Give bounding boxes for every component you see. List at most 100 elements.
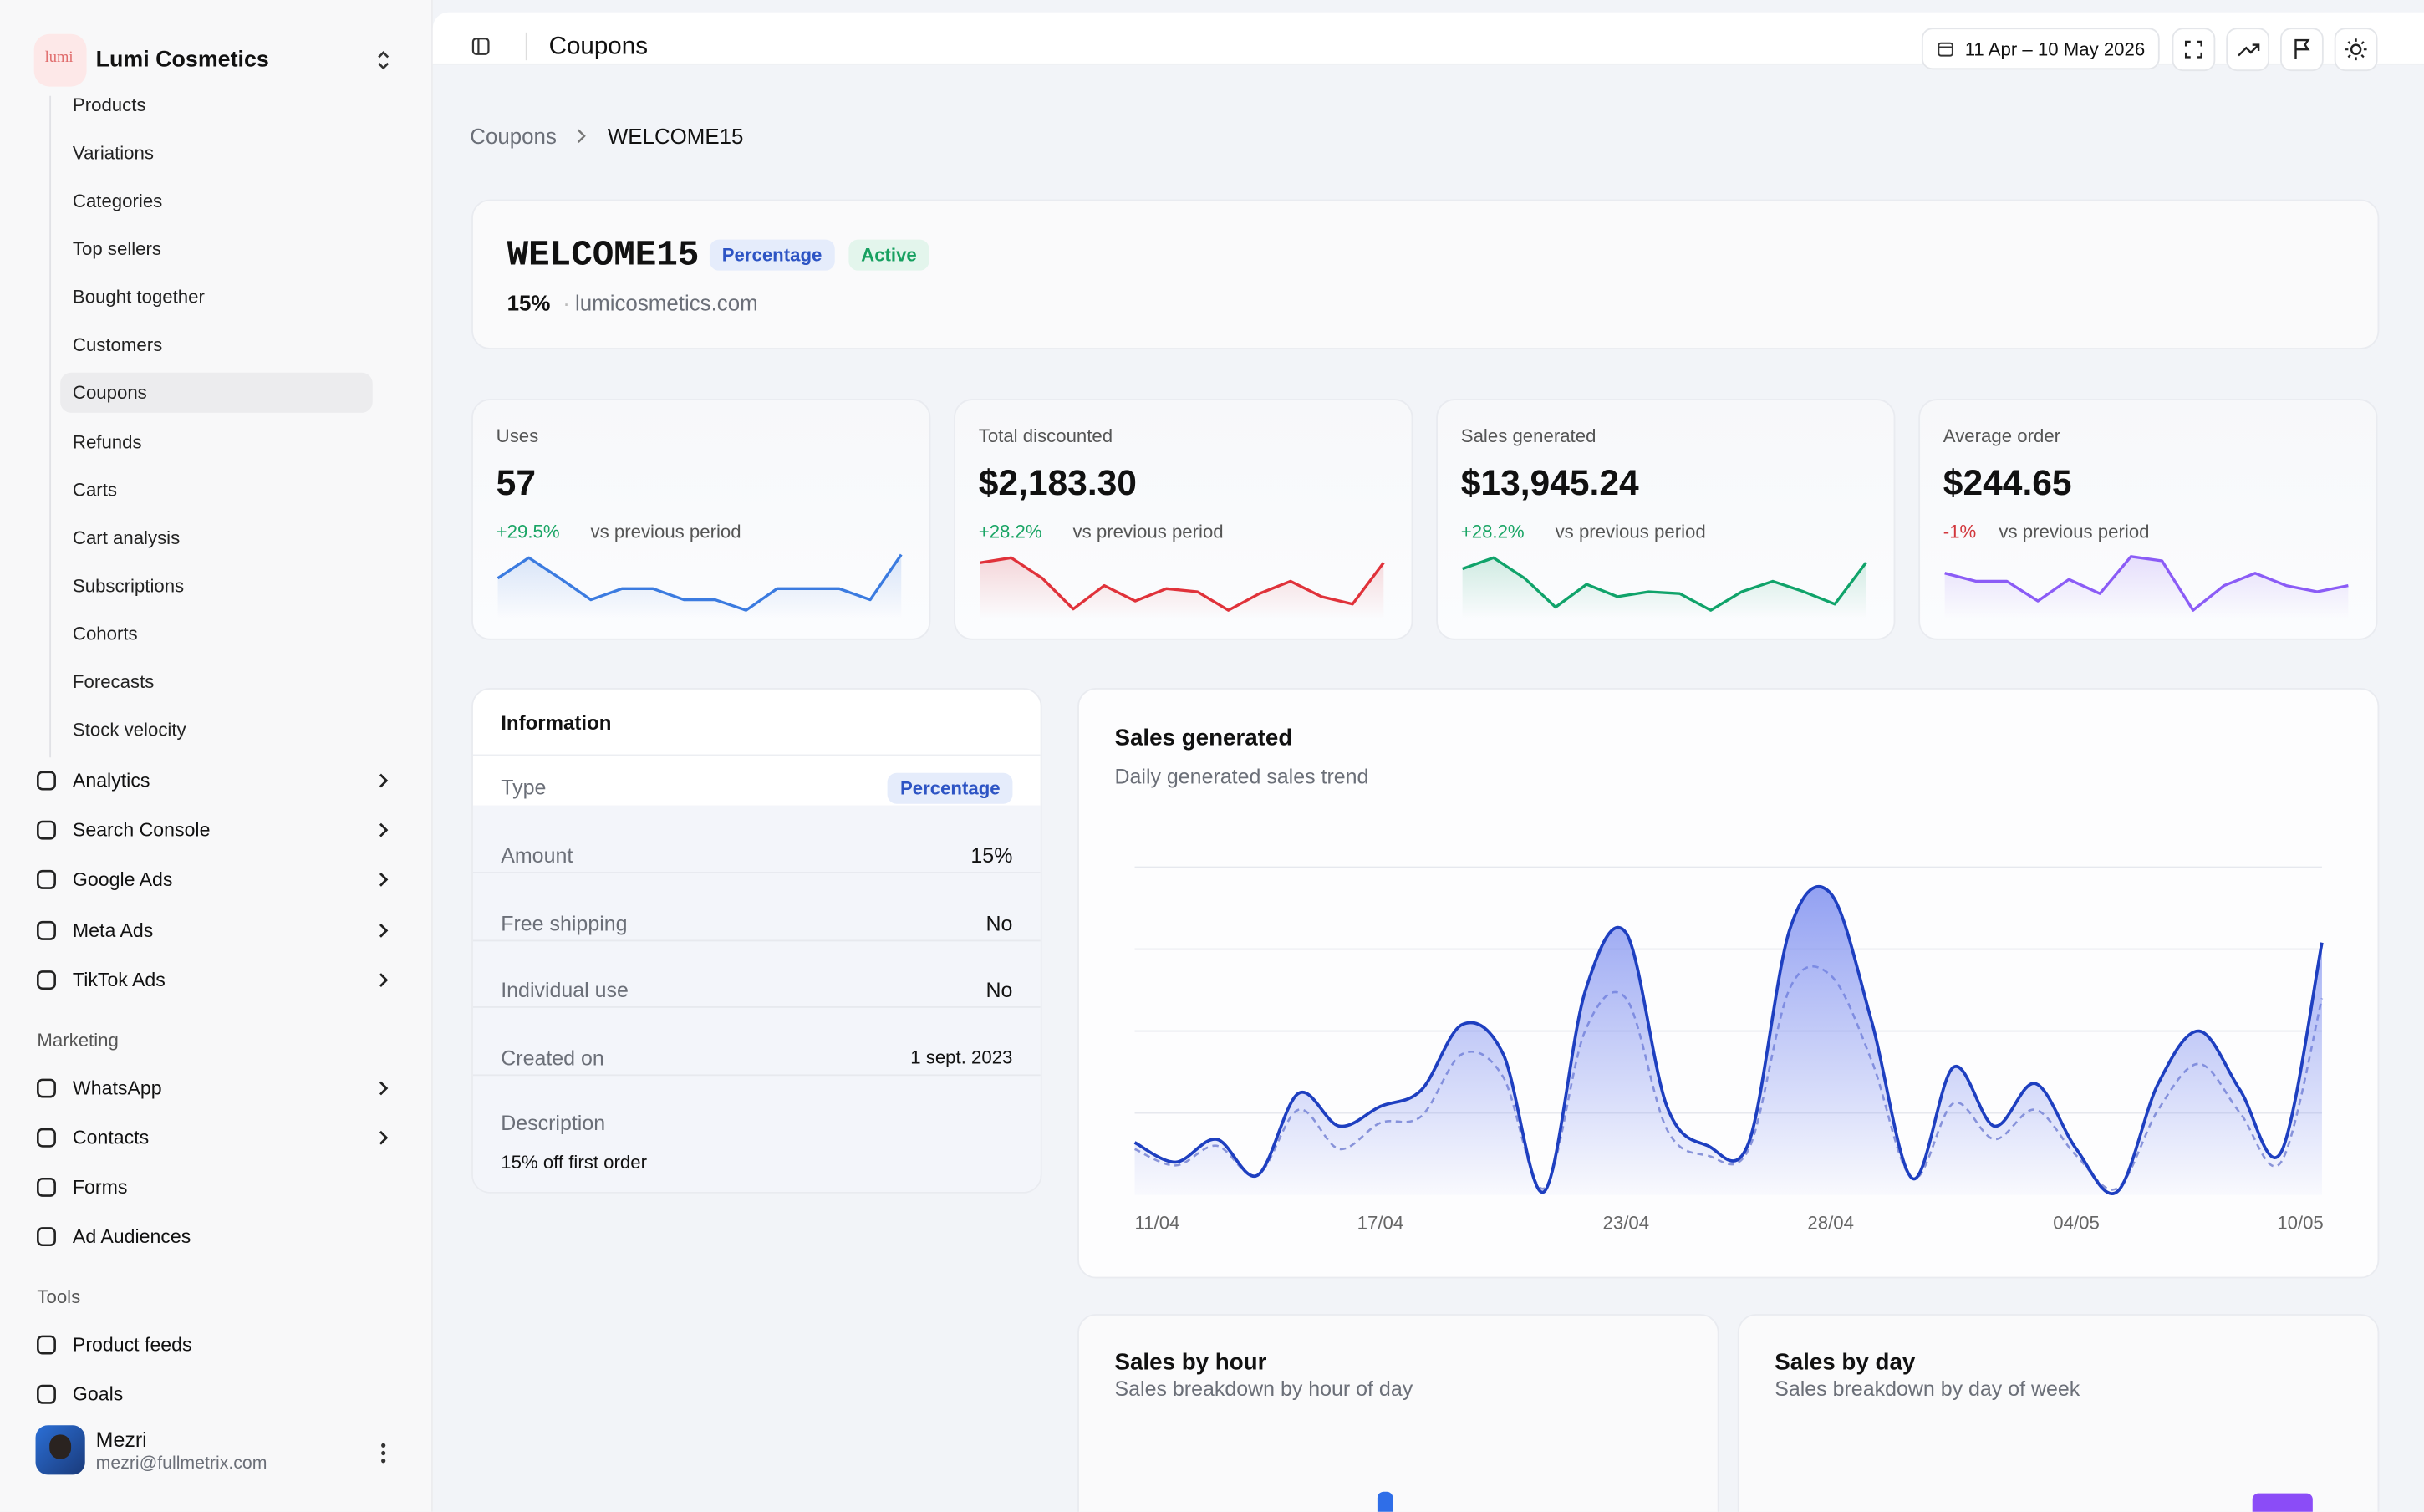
- sparkline-area: [980, 557, 1384, 619]
- brand[interactable]: Lumi Cosmetics: [95, 48, 269, 73]
- sparkline-area: [1462, 557, 1866, 619]
- bar-preview: [1377, 1491, 1393, 1512]
- nav-item[interactable]: Search Console: [72, 819, 211, 842]
- submenu-item[interactable]: Cohorts: [72, 623, 138, 645]
- nav-item[interactable]: Meta Ads: [72, 919, 154, 941]
- fullscreen-button[interactable]: [2172, 28, 2216, 72]
- row-separator: [472, 939, 1041, 941]
- panel-subtitle: Sales breakdown by day of week: [1775, 1377, 2080, 1401]
- stat-delta: -1%: [1943, 521, 1977, 543]
- flag-button[interactable]: [2279, 28, 2324, 72]
- sparkline: [1944, 555, 2349, 619]
- chevron[interactable]: [377, 970, 390, 989]
- stat-delta-text: vs previous period: [1072, 521, 1224, 543]
- nav-item[interactable]: Product feeds: [72, 1334, 192, 1357]
- nav-icon: [37, 870, 56, 890]
- sidebar-toggle[interactable]: [471, 37, 490, 55]
- x-tick-label: 23/04: [1603, 1212, 1650, 1233]
- page-title: Coupons: [548, 33, 649, 61]
- stat-label: Sales generated: [1460, 425, 1596, 447]
- breadcrumb-link[interactable]: Coupons: [470, 123, 557, 149]
- sales-chart-card: Sales generated Daily generated sales tr…: [1077, 688, 2380, 1279]
- nav-item[interactable]: Google Ads: [72, 869, 173, 892]
- row-badge: Percentage: [888, 772, 1013, 804]
- icon-shape: [37, 1335, 56, 1355]
- stat-value: $244.65: [1943, 461, 2072, 503]
- section-heading: Tools: [37, 1285, 81, 1308]
- submenu-item[interactable]: Refunds: [72, 430, 142, 453]
- x-tick-label: 11/04: [1135, 1212, 1180, 1233]
- chevron[interactable]: [377, 1079, 390, 1097]
- user-email: mezri@fullmetrix.com: [95, 1454, 267, 1474]
- nav-item[interactable]: Forms: [72, 1176, 128, 1199]
- bar-preview: [2252, 1493, 2313, 1512]
- panel-card: Sales by hour Sales breakdown by hour of …: [1077, 1314, 1719, 1512]
- submenu-item[interactable]: Stock velocity: [72, 719, 186, 741]
- chevron[interactable]: [377, 1128, 390, 1147]
- type-row: Type Percentage: [472, 756, 1041, 806]
- nav-item[interactable]: Contacts: [72, 1127, 150, 1149]
- nav-item[interactable]: Goals: [72, 1383, 124, 1406]
- theme-button[interactable]: [2334, 28, 2378, 72]
- nav-item[interactable]: WhatsApp: [72, 1077, 162, 1099]
- divider: [525, 32, 527, 61]
- chevron[interactable]: [377, 771, 390, 790]
- stat-delta: +29.5%: [496, 521, 560, 543]
- dot: ·: [563, 290, 570, 316]
- avatar-face: [49, 1434, 72, 1459]
- logo-text: lumi: [44, 49, 74, 67]
- stat-card: Uses 57 +29.5% vs previous period: [471, 399, 931, 640]
- submenu-item[interactable]: Forecasts: [72, 670, 155, 693]
- stat-delta-text: vs previous period: [590, 521, 741, 543]
- row-label: Individual use: [501, 978, 629, 1002]
- sparkline-area: [497, 554, 902, 619]
- nav-icon: [37, 1078, 56, 1098]
- submenu-item[interactable]: Carts: [72, 478, 117, 501]
- chevron[interactable]: [377, 871, 390, 889]
- submenu-item[interactable]: Bought together: [72, 286, 205, 308]
- chevron[interactable]: [377, 821, 390, 839]
- submenu-item[interactable]: Categories: [72, 190, 163, 212]
- nav-item[interactable]: TikTok Ads: [72, 969, 166, 991]
- switch-icon[interactable]: [374, 49, 393, 71]
- x-tick-label: 04/05: [2053, 1212, 2100, 1233]
- icon-shape: [37, 1177, 56, 1197]
- chart-title: Sales generated: [1114, 725, 1293, 751]
- submenu-item[interactable]: Subscriptions: [72, 574, 185, 597]
- date-range: 11 Apr – 10 May 2026: [1964, 38, 2146, 61]
- nav-icon: [37, 1128, 56, 1148]
- stat-label: Uses: [496, 425, 539, 447]
- trend-button[interactable]: [2226, 28, 2270, 72]
- coupon-site: lumicosmetics.com: [575, 290, 758, 316]
- chart: 11/04 17/04 23/04 28/04 04/05 10/05: [1133, 866, 2324, 1233]
- submenu-item[interactable]: Coupons: [72, 382, 147, 405]
- nav-icon: [37, 1335, 56, 1355]
- row-label: Amount: [501, 843, 573, 868]
- submenu-item[interactable]: Top sellers: [72, 238, 162, 261]
- stat-delta-text: vs previous period: [1555, 521, 1706, 543]
- date-picker[interactable]: 11 Apr – 10 May 2026: [1921, 28, 2160, 70]
- nav-item[interactable]: Analytics: [72, 770, 150, 792]
- row-separator: [472, 1073, 1041, 1076]
- user-menu[interactable]: [377, 1441, 390, 1466]
- x-tick-label: 28/04: [1807, 1212, 1854, 1233]
- stat-delta-text: vs previous period: [1999, 521, 2150, 543]
- icon-shape: [37, 821, 56, 840]
- chevron[interactable]: [377, 921, 390, 939]
- submenu-item[interactable]: Cart analysis: [72, 527, 181, 549]
- coupon-header: WELCOME15 Percentage Active 15% · lumico…: [471, 199, 2380, 349]
- row-value: No: [985, 911, 1013, 935]
- stat-card: Total discounted $2,183.30 +28.2% vs previo…: [954, 399, 1413, 640]
- submenu-item[interactable]: Customers: [72, 334, 163, 357]
- sidebar: Products Variations Categories Top sellers B…: [0, 0, 433, 1512]
- nav-icon: [37, 771, 56, 791]
- nav-item[interactable]: Ad Audiences: [72, 1225, 191, 1248]
- stat-value: 57: [496, 461, 537, 503]
- information-card: Information Type Percentage Amount 15% Fre…: [471, 688, 1042, 1194]
- icon-shape: [37, 1384, 56, 1404]
- logo: lumi: [33, 33, 87, 87]
- submenu-item[interactable]: Variations: [72, 142, 154, 165]
- stat-label: Average order: [1943, 425, 2061, 447]
- submenu-item[interactable]: Products: [72, 95, 146, 116]
- icon-shape: [37, 1128, 56, 1148]
